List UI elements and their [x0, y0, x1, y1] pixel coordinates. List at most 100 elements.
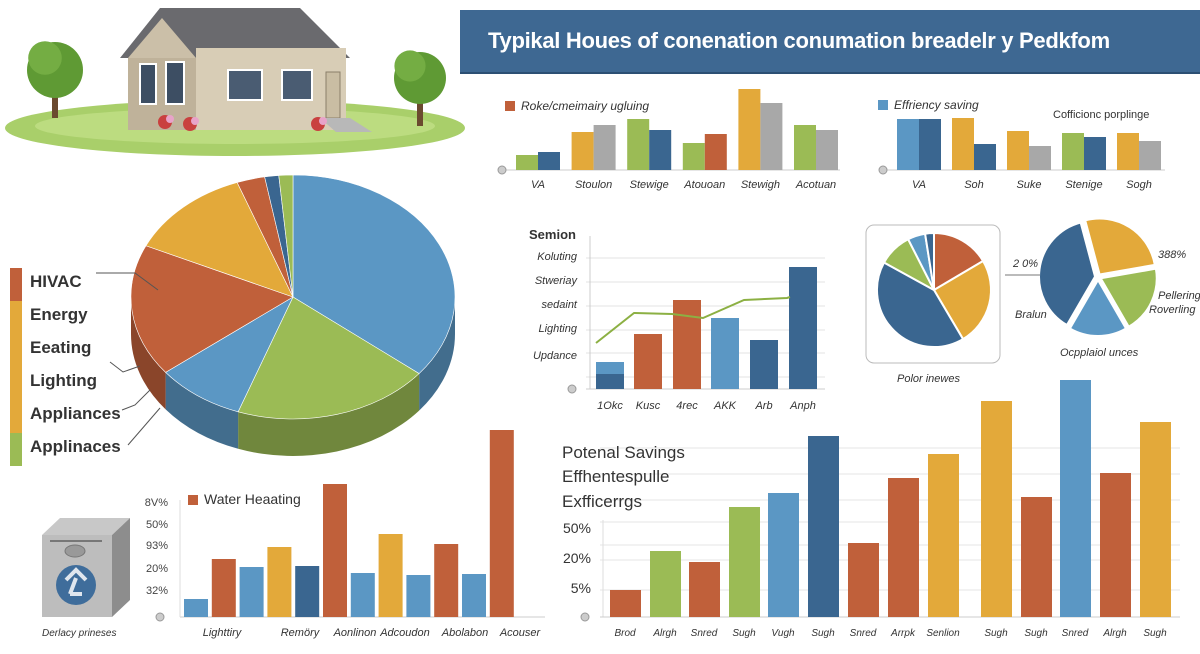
bar [627, 119, 650, 170]
bar [593, 125, 616, 170]
x-tick-label: Alrgh [653, 628, 677, 639]
legend-swatch [505, 101, 515, 111]
y-tick-label: Stweriay [534, 275, 577, 287]
bar [711, 318, 739, 389]
x-tick-label: Snred [690, 628, 718, 639]
pie-slice [876, 261, 965, 348]
pie-side [131, 297, 166, 410]
bar [610, 590, 641, 617]
bar [682, 143, 705, 170]
legend-label: Lighting [30, 371, 98, 390]
bar [1021, 497, 1052, 617]
bar [1084, 137, 1106, 170]
flower-icon [319, 117, 327, 125]
axis-origin-marker [497, 165, 507, 175]
axis-origin-marker [567, 384, 577, 394]
legend-label: Roke/cmeimairy ugluing [521, 99, 650, 113]
chart-c-title: Semion [529, 227, 576, 242]
tree-icon [394, 50, 426, 82]
leader-line [127, 407, 161, 446]
bar [750, 340, 778, 389]
pie-label: Pellering [1158, 290, 1200, 302]
pie-label: 388% [1158, 249, 1187, 261]
bar [816, 130, 838, 170]
bar [848, 543, 879, 617]
pie-slice [933, 231, 985, 292]
leader-line [121, 389, 151, 411]
pie-slice [237, 296, 420, 420]
x-tick-label: Adcoudon [380, 627, 430, 639]
x-tick-label: Acouser [499, 627, 541, 639]
x-tick-label: Arb [755, 400, 773, 412]
y-tick-label: 50% [562, 520, 591, 536]
x-tick-label: 4rec [676, 400, 698, 412]
y-tick-label: 93% [145, 540, 168, 552]
legend-label: Applinaces [30, 437, 121, 456]
x-tick-label: Stewigh [740, 179, 780, 191]
pie-slice [1083, 217, 1156, 276]
x-tick-label: Sugh [1143, 628, 1167, 639]
bar [981, 401, 1012, 617]
y-tick-label: Koluting [537, 251, 577, 263]
x-tick-label: Suke [1016, 179, 1042, 191]
leader-line [96, 272, 159, 291]
y-tick-label: sedaint [541, 299, 577, 311]
pie-side [238, 373, 420, 456]
y-tick-label: Updance [532, 350, 577, 362]
x-tick-label: Snred [849, 628, 877, 639]
legend-swatch [878, 100, 888, 110]
bar [1029, 146, 1051, 170]
bar [897, 119, 919, 170]
chart-e-title: Exfficerrgs [562, 492, 642, 511]
legend-swatch [188, 495, 198, 505]
tree-icon [28, 41, 62, 75]
y-tick-label: 5% [570, 580, 591, 596]
legend-swatch [10, 301, 22, 334]
tree-trunk-icon [417, 88, 423, 126]
title-banner: Typikal Houes of conenation conumation b… [460, 10, 1200, 74]
x-tick-label: Vugh [771, 628, 795, 639]
legend-label: Effriency saving [894, 98, 979, 112]
gable [128, 18, 196, 58]
x-tick-label: VA [911, 179, 927, 191]
window-icon [227, 69, 263, 101]
bar [649, 130, 672, 170]
chart-e-title: Effhentespulle [562, 467, 670, 486]
bar [571, 132, 594, 170]
x-tick-label: Kusc [635, 400, 661, 412]
pie-small-caption: Polor inewes [897, 373, 960, 385]
trend-line [595, 296, 791, 344]
bar [729, 507, 760, 617]
flower-icon [191, 117, 199, 125]
pie-label: Roverling [1149, 304, 1196, 316]
pie-slice [923, 231, 935, 291]
pie-slice [292, 174, 456, 374]
legend-label: Water Heaating [204, 491, 301, 507]
box-caption: Derlacy prineses [42, 628, 117, 639]
x-tick-label: Senlion [926, 628, 960, 639]
pie-slice [1068, 278, 1128, 337]
bar [919, 119, 941, 170]
bar [634, 334, 662, 389]
bar [516, 155, 538, 170]
x-tick-label: Acotuan [795, 179, 837, 191]
x-tick-label: Sogh [1126, 179, 1152, 191]
bar [323, 484, 347, 617]
x-tick-label: Sugh [811, 628, 835, 639]
axis-origin-marker [580, 612, 590, 622]
bar [888, 478, 919, 617]
pie-slice [1099, 267, 1158, 329]
x-tick-label: Brod [614, 628, 636, 639]
x-tick-label: Alrgh [1103, 628, 1127, 639]
page-title: Typikal Houes of conenation conumation b… [488, 28, 1110, 53]
x-tick-label: Sugh [732, 628, 756, 639]
axis-origin-marker [878, 165, 888, 175]
house-wall-front [196, 48, 346, 130]
bar [406, 575, 431, 617]
x-tick-label: Stewige [629, 179, 669, 191]
legend-swatch [10, 433, 22, 466]
axis-origin-marker [155, 612, 165, 622]
bar [650, 551, 681, 617]
